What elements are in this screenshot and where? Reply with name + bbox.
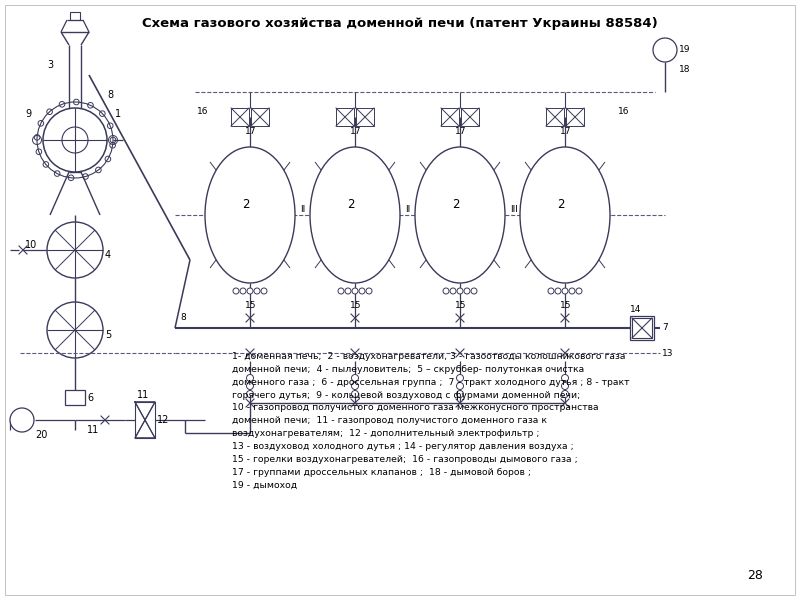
Circle shape — [562, 288, 568, 294]
Circle shape — [246, 383, 254, 389]
Text: 9: 9 — [25, 109, 31, 119]
Bar — [336, 108, 354, 126]
Ellipse shape — [205, 147, 295, 283]
Circle shape — [351, 374, 358, 382]
Circle shape — [246, 374, 254, 382]
Text: 15: 15 — [560, 301, 571, 310]
Text: 2: 2 — [452, 199, 460, 211]
Circle shape — [47, 302, 103, 358]
Text: II: II — [405, 205, 410, 214]
Circle shape — [569, 288, 575, 294]
Bar — [546, 108, 564, 126]
Text: 17: 17 — [350, 127, 362, 136]
Circle shape — [450, 288, 456, 294]
Circle shape — [555, 288, 561, 294]
Text: 8: 8 — [107, 90, 113, 100]
Circle shape — [562, 374, 569, 382]
Text: 17: 17 — [245, 127, 257, 136]
Text: 17: 17 — [560, 127, 571, 136]
Bar — [632, 318, 652, 338]
Circle shape — [562, 391, 569, 397]
Text: 1: 1 — [115, 109, 121, 119]
Bar — [65, 390, 85, 405]
Text: 11: 11 — [87, 425, 99, 435]
Circle shape — [10, 408, 34, 432]
Text: 28: 28 — [747, 569, 763, 582]
Text: 13: 13 — [662, 349, 674, 358]
Bar — [630, 316, 654, 340]
Text: 10: 10 — [25, 240, 38, 250]
Text: II: II — [300, 205, 306, 214]
Circle shape — [359, 288, 365, 294]
Text: 16: 16 — [197, 107, 209, 116]
Circle shape — [548, 288, 554, 294]
Text: 14: 14 — [630, 305, 642, 314]
Text: 5: 5 — [105, 330, 111, 340]
Text: III: III — [510, 205, 518, 214]
Ellipse shape — [310, 147, 400, 283]
Circle shape — [345, 288, 351, 294]
Ellipse shape — [520, 147, 610, 283]
Text: Схема газового хозяйства доменной печи (патент Украины 88584): Схема газового хозяйства доменной печи (… — [142, 17, 658, 30]
Circle shape — [338, 288, 344, 294]
Text: 19: 19 — [679, 46, 690, 55]
Text: 2: 2 — [347, 199, 354, 211]
Text: 4: 4 — [105, 250, 111, 260]
Text: 6: 6 — [87, 393, 93, 403]
Circle shape — [240, 288, 246, 294]
Ellipse shape — [415, 147, 505, 283]
Circle shape — [576, 288, 582, 294]
Text: 15: 15 — [455, 301, 466, 310]
Circle shape — [457, 391, 463, 397]
Circle shape — [246, 391, 254, 397]
Circle shape — [351, 391, 358, 397]
Text: 18: 18 — [679, 65, 690, 74]
Bar — [135, 402, 155, 438]
Bar — [356, 108, 374, 126]
Circle shape — [457, 383, 463, 389]
Circle shape — [352, 288, 358, 294]
Circle shape — [233, 288, 239, 294]
Circle shape — [457, 374, 463, 382]
Text: 1- доменная печь;  2 - воздухонагреватели, 3 - газоотводы колошникового газа
дом: 1- доменная печь; 2 - воздухонагреватели… — [232, 352, 630, 490]
Text: 11: 11 — [137, 390, 150, 400]
Text: 15: 15 — [245, 301, 257, 310]
Circle shape — [464, 288, 470, 294]
Bar — [441, 108, 459, 126]
Text: 12: 12 — [157, 415, 170, 425]
Text: 15: 15 — [350, 301, 362, 310]
Bar — [70, 12, 80, 20]
Bar — [231, 108, 249, 126]
Bar — [566, 108, 584, 126]
Text: 20: 20 — [35, 430, 47, 440]
Text: 8: 8 — [180, 313, 186, 323]
Circle shape — [247, 288, 253, 294]
Text: 3: 3 — [47, 60, 53, 70]
Circle shape — [457, 288, 463, 294]
Circle shape — [254, 288, 260, 294]
Circle shape — [562, 383, 569, 389]
Circle shape — [366, 288, 372, 294]
Text: 7: 7 — [662, 323, 668, 332]
Text: 2: 2 — [558, 199, 565, 211]
Circle shape — [47, 222, 103, 278]
Circle shape — [443, 288, 449, 294]
Text: 2: 2 — [242, 199, 250, 211]
Bar — [461, 108, 479, 126]
Bar — [251, 108, 269, 126]
Text: 16: 16 — [618, 107, 630, 116]
Circle shape — [351, 383, 358, 389]
Text: 17: 17 — [455, 127, 466, 136]
Circle shape — [261, 288, 267, 294]
Circle shape — [471, 288, 477, 294]
